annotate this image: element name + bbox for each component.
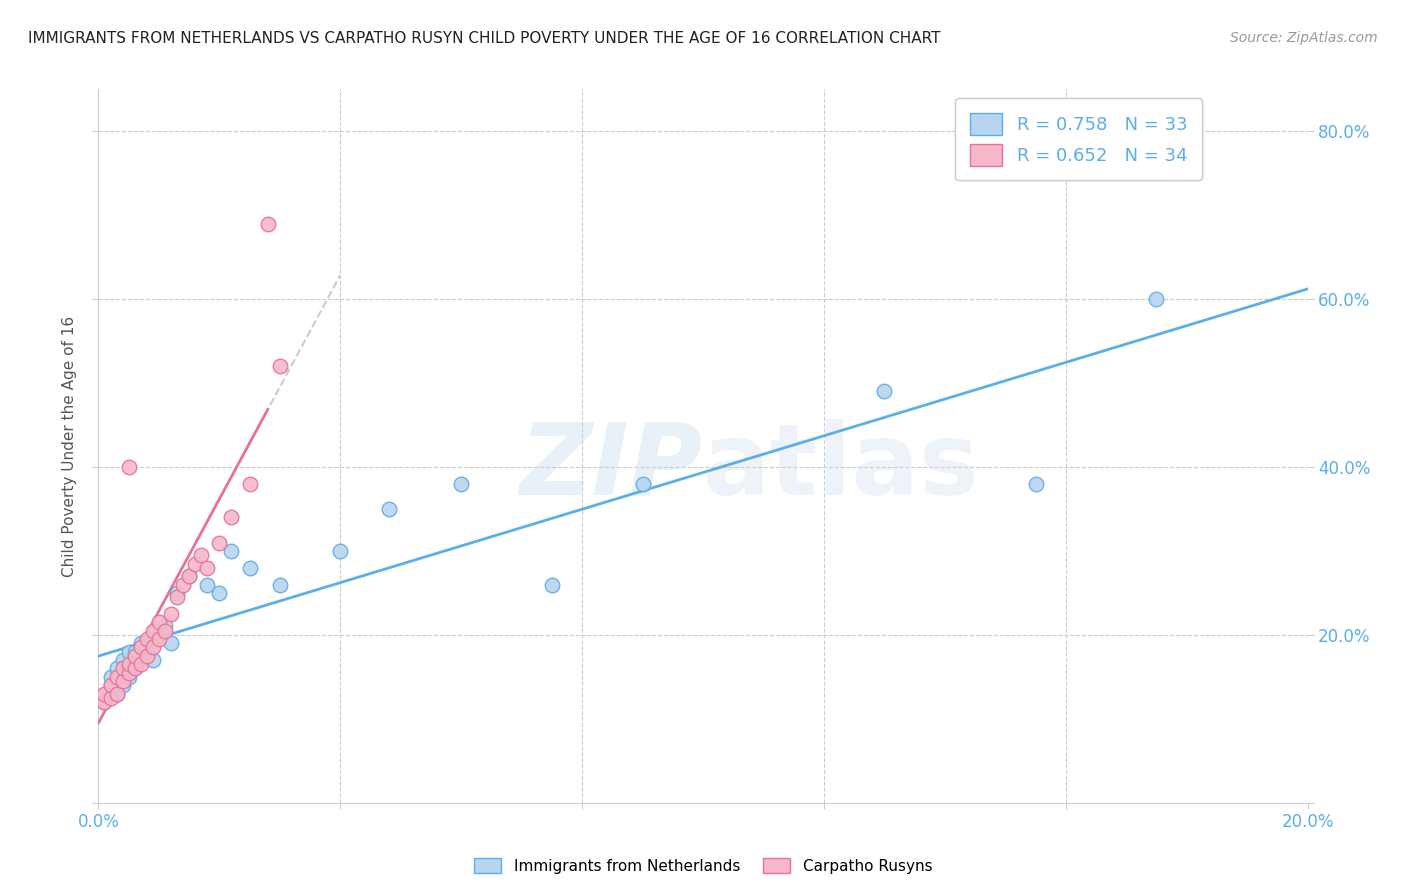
- Point: [124, 645, 146, 659]
- Point: [184, 557, 207, 571]
- Point: [124, 661, 146, 675]
- Point: [208, 586, 231, 600]
- Point: [190, 548, 212, 562]
- Point: [111, 661, 134, 675]
- Point: [1024, 476, 1046, 491]
- Point: [208, 535, 231, 549]
- Point: [179, 569, 201, 583]
- Point: [135, 645, 157, 659]
- Text: IMMIGRANTS FROM NETHERLANDS VS CARPATHO RUSYN CHILD POVERTY UNDER THE AGE OF 16 : IMMIGRANTS FROM NETHERLANDS VS CARPATHO …: [28, 31, 941, 46]
- Point: [239, 560, 262, 574]
- Y-axis label: Child Poverty Under the Age of 16: Child Poverty Under the Age of 16: [62, 316, 77, 576]
- Point: [450, 476, 472, 491]
- Point: [93, 695, 115, 709]
- Point: [129, 636, 152, 650]
- Point: [111, 674, 134, 689]
- Legend: Immigrants from Netherlands, Carpatho Rusyns: Immigrants from Netherlands, Carpatho Ru…: [468, 852, 938, 880]
- Point: [873, 384, 896, 399]
- Point: [160, 607, 183, 621]
- Point: [142, 653, 165, 667]
- Point: [153, 619, 176, 633]
- Point: [166, 586, 188, 600]
- Point: [329, 544, 352, 558]
- Point: [118, 665, 141, 680]
- Point: [269, 359, 291, 374]
- Point: [142, 640, 165, 655]
- Point: [93, 687, 115, 701]
- Point: [111, 653, 134, 667]
- Point: [195, 560, 218, 574]
- Point: [105, 687, 128, 701]
- Point: [179, 569, 201, 583]
- Point: [100, 678, 122, 692]
- Point: [221, 510, 243, 524]
- Point: [129, 653, 152, 667]
- Text: ZIP: ZIP: [520, 419, 703, 516]
- Point: [148, 615, 170, 630]
- Point: [124, 648, 146, 663]
- Point: [129, 657, 152, 672]
- Point: [1144, 292, 1167, 306]
- Point: [118, 670, 141, 684]
- Point: [135, 632, 157, 646]
- Point: [100, 670, 122, 684]
- Point: [256, 217, 278, 231]
- Point: [221, 544, 243, 558]
- Legend: R = 0.758   N = 33, R = 0.652   N = 34: R = 0.758 N = 33, R = 0.652 N = 34: [955, 98, 1202, 180]
- Point: [118, 645, 141, 659]
- Point: [153, 624, 176, 638]
- Text: Source: ZipAtlas.com: Source: ZipAtlas.com: [1230, 31, 1378, 45]
- Point: [239, 476, 262, 491]
- Point: [269, 577, 291, 591]
- Point: [148, 628, 170, 642]
- Text: atlas: atlas: [703, 419, 980, 516]
- Point: [166, 590, 188, 604]
- Point: [118, 460, 141, 475]
- Point: [148, 632, 170, 646]
- Point: [105, 661, 128, 675]
- Point: [172, 577, 194, 591]
- Point: [93, 695, 115, 709]
- Point: [105, 670, 128, 684]
- Point: [631, 476, 654, 491]
- Point: [111, 678, 134, 692]
- Point: [118, 657, 141, 672]
- Point: [540, 577, 562, 591]
- Point: [160, 636, 183, 650]
- Point: [124, 661, 146, 675]
- Point: [129, 640, 152, 655]
- Point: [135, 648, 157, 663]
- Point: [142, 624, 165, 638]
- Point: [195, 577, 218, 591]
- Point: [377, 502, 399, 516]
- Point: [105, 687, 128, 701]
- Point: [100, 678, 122, 692]
- Point: [100, 690, 122, 705]
